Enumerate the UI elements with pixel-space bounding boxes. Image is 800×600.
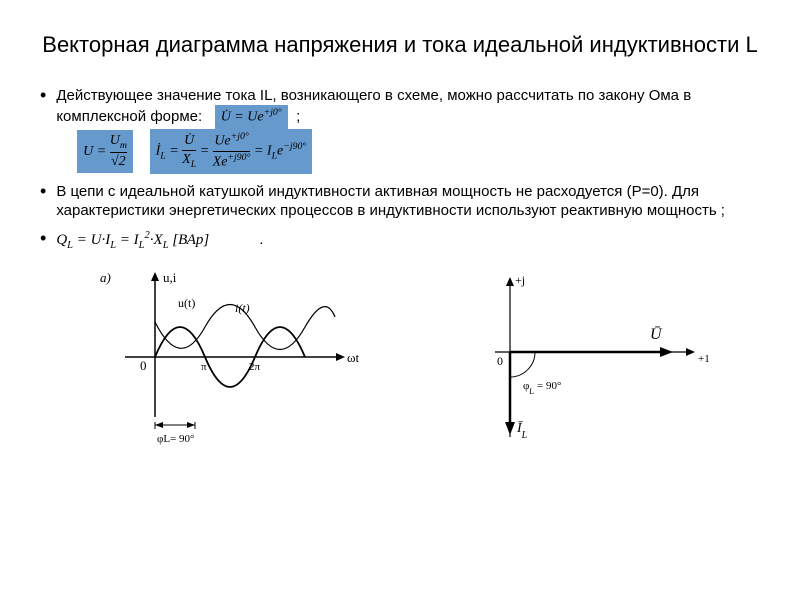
bullet-1-text: Действующее значение тока IL, возникающе… [56,87,691,125]
wave-yaxis-label: u,i [163,270,177,285]
bullet-3-dot: . [259,231,263,248]
bullet-2-content: В цепи с идеальной катушкой индуктивност… [56,182,760,221]
vec-zero: 0 [497,354,503,368]
vec-phi-label: φL = 90° [523,380,561,396]
wave-it-label: i(t) [235,301,250,315]
wave-bracket-ra [187,422,195,428]
wave-yaxis-arrow [151,272,159,281]
wave-ut-label: u(t) [178,296,195,310]
bullet-item-3: • QL = U·IL = IL2·XL [ВАр] . [40,229,760,253]
wave-phi-label: φL= 90° [157,433,194,445]
bullet-2-text: В цепи с идеальной катушкой индуктивност… [56,183,725,220]
wave-xaxis-label: ωt [347,350,360,365]
page-title: Векторная диаграмма напряжения и тока ид… [40,30,760,61]
vec-jaxis-arrow [506,277,514,286]
vec-il-arrow [505,422,515,435]
diagrams-row: a) u,i ωt 0 u(t) i(t) π 2π φL= 90° +j [40,267,760,457]
wave-diagram: a) u,i ωt 0 u(t) i(t) π 2π φL= 90° [85,267,365,457]
vec-u-label: Ū [650,325,663,343]
formula-u-rms: U = Um√2 [77,130,133,174]
wave-label-a: a) [100,270,111,285]
bullet-dot: • [40,182,46,200]
bullet-1-content: Действующее значение тока IL, возникающе… [56,86,760,174]
vec-plus1: +1 [698,353,710,365]
bullet-item-1: • Действующее значение тока IL, возникаю… [40,86,760,174]
vec-il-label: ĪL [516,420,528,441]
wave-xaxis-arrow [336,353,345,361]
vec-u-arrow [660,347,673,357]
formula-u-dot: U̇ = Ue+j0° [215,105,288,129]
bullet-dot: • [40,86,46,104]
formula-ql: QL = U·IL = IL2·XL [ВАр] [56,232,209,248]
vec-plusj: +j [515,273,525,287]
vector-diagram: +j +1 0 Ū ĪL φL = 90° [455,267,715,457]
vec-1axis-arrow [686,348,695,356]
vec-phi-arc [510,352,535,377]
wave-2pi: 2π [249,361,261,373]
bullet-item-2: • В цепи с идеальной катушкой индуктивно… [40,182,760,221]
semicolon-1: ; [296,108,300,125]
formula-il: İL = U̇XL = Ue+j0°Xe+j90° = ILe−j90° [150,129,313,174]
bullet-dot: • [40,229,46,247]
wave-bracket-la [155,422,163,428]
wave-pi: π [201,361,207,373]
wave-zero: 0 [140,358,147,373]
